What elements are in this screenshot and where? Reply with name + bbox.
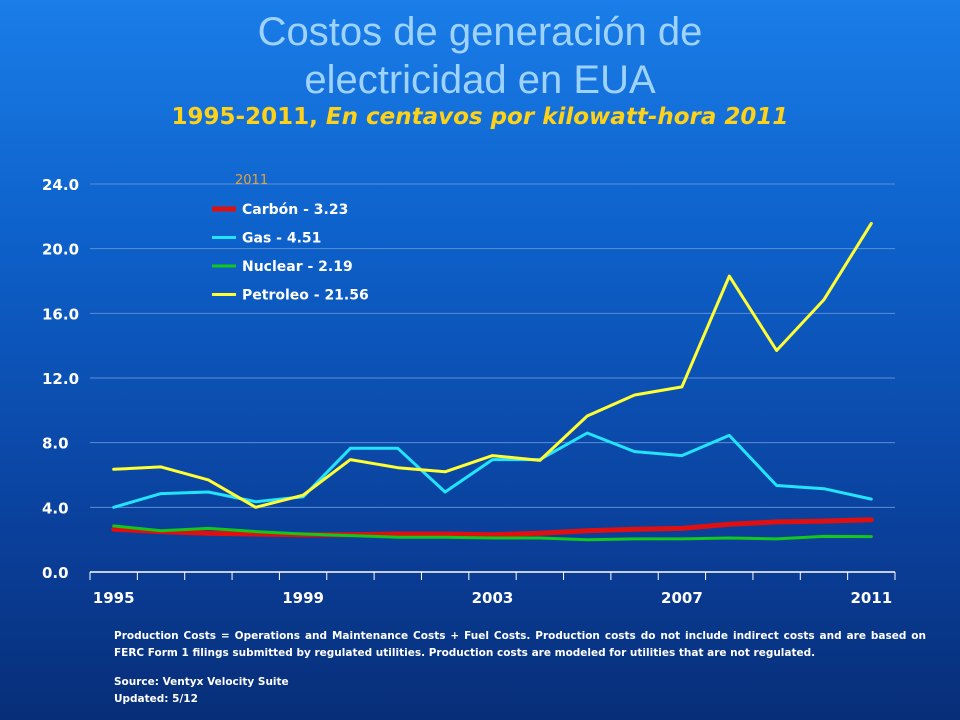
- subtitle-units: En centavos por kilowatt-hora 2011: [325, 104, 789, 130]
- x-tick-label: 2011: [850, 589, 892, 607]
- subtitle-years: 1995-2011,: [171, 104, 326, 130]
- y-tick-label: 8.0: [42, 435, 69, 453]
- chart-subtitle: 1995-2011, En centavos por kilowatt-hora…: [0, 104, 960, 130]
- title-line-2: electricidad en EUA: [304, 58, 656, 102]
- x-tick-label: 2007: [661, 589, 703, 607]
- legend-label: Nuclear - 2.19: [242, 259, 353, 275]
- source-block: Source: Ventyx Velocity Suite Updated: 5…: [114, 674, 289, 708]
- series-line-petroleo: [112, 221, 873, 509]
- series-line-carbón: [111, 517, 874, 538]
- line-chart: 0.0 4.0 8.0 12.0 16.0 20.0 24.0 1995 1999 2003 200…: [42, 173, 895, 607]
- legend-title: 2011: [235, 173, 268, 188]
- legend-label: Petroleo - 21.56: [242, 288, 369, 304]
- y-tick-label: 0.0: [42, 564, 69, 582]
- chart-title: Costos de generación de electricidad en …: [0, 8, 960, 104]
- x-tick-label: 1995: [93, 589, 135, 607]
- title-line-1: Costos de generación de: [257, 10, 703, 54]
- footnote: Production Costs = Operations and Mainte…: [114, 630, 926, 659]
- series-line-nuclear: [112, 524, 873, 542]
- y-tick-label: 12.0: [42, 370, 79, 388]
- y-tick-label: 20.0: [42, 241, 79, 259]
- legend-label: Gas - 4.51: [242, 231, 321, 247]
- y-tick-label: 16.0: [42, 305, 79, 323]
- x-tick-label: 2003: [472, 589, 514, 607]
- x-tick-label: 1999: [282, 589, 324, 607]
- y-tick-label: 24.0: [42, 176, 79, 194]
- series-line-gas: [112, 431, 873, 509]
- updated-text: Updated: 5/12: [114, 693, 198, 705]
- y-tick-label: 4.0: [42, 499, 69, 517]
- source-text: Source: Ventyx Velocity Suite: [114, 676, 289, 688]
- legend-label: Carbón - 3.23: [242, 202, 348, 218]
